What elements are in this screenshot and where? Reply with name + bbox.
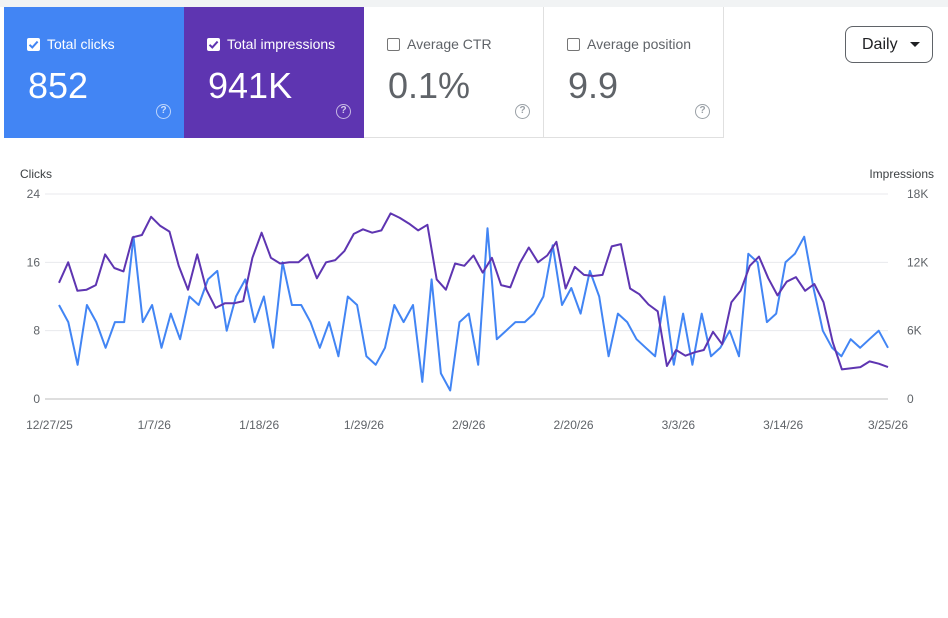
metric-value: 852	[28, 65, 89, 106]
x-tick-label: 3/3/26	[662, 418, 696, 432]
help-circle-icon[interactable]: ?	[156, 104, 171, 119]
y-left-tick-label: 0	[33, 392, 40, 406]
y-right-tick-label: 18K	[907, 187, 928, 201]
help-circle-icon[interactable]: ?	[336, 104, 351, 119]
metric-value: 0.1%	[388, 65, 471, 106]
metric-value: 941K	[208, 65, 293, 106]
performance-panel: Total clicks 852 ? Total impressions 941…	[4, 7, 948, 436]
help-circle-icon[interactable]: ?	[695, 104, 710, 119]
x-tick-label: 12/27/25	[26, 418, 73, 432]
x-tick-label: 2/9/26	[452, 418, 486, 432]
y-left-tick-label: 24	[27, 187, 41, 201]
top-strip	[0, 0, 948, 7]
y-left-axis-title: Clicks	[20, 167, 52, 181]
y-right-tick-label: 6K	[907, 324, 922, 338]
metric-label: Total impressions	[227, 36, 336, 52]
series-line-total-impressions	[58, 212, 889, 371]
x-tick-label: 1/7/26	[138, 418, 172, 432]
checkbox-unchecked-icon[interactable]	[567, 38, 580, 51]
checkbox-checked-icon[interactable]	[207, 38, 220, 51]
metric-label: Average CTR	[407, 36, 492, 52]
metric-card-average-ctr[interactable]: Average CTR 0.1% ?	[364, 7, 544, 138]
y-left-tick-label: 16	[27, 255, 41, 269]
checkbox-unchecked-icon[interactable]	[387, 38, 400, 51]
x-tick-label: 3/14/26	[763, 418, 803, 432]
granularity-dropdown[interactable]: Daily	[845, 26, 933, 63]
x-tick-label: 3/25/26	[868, 418, 908, 432]
help-circle-icon[interactable]: ?	[515, 104, 530, 119]
y-right-tick-label: 12K	[907, 255, 928, 269]
y-left-tick-label: 8	[33, 324, 40, 338]
performance-chart: 0 0 8 6K 16 12K 24 18K Clicks Impressions 12/27/25…	[20, 167, 934, 432]
y-right-tick-label: 0	[907, 392, 914, 406]
metric-card-total-clicks[interactable]: Total clicks 852 ?	[4, 7, 184, 138]
metric-label: Average position	[587, 36, 692, 52]
y-right-axis-title: Impressions	[869, 167, 934, 181]
metric-card-average-position[interactable]: Average position 9.9 ?	[544, 7, 724, 138]
series-line-total-clicks	[58, 227, 889, 392]
metric-label: Total clicks	[47, 36, 115, 52]
checkbox-checked-icon[interactable]	[27, 38, 40, 51]
granularity-selected: Daily	[862, 36, 898, 53]
x-tick-label: 1/29/26	[344, 418, 384, 432]
metric-card-total-impressions[interactable]: Total impressions 941K ?	[184, 7, 364, 138]
metric-cards: Total clicks 852 ? Total impressions 941…	[4, 7, 724, 138]
caret-down-icon	[910, 42, 920, 47]
x-tick-label: 1/18/26	[239, 418, 279, 432]
metric-value: 9.9	[568, 65, 619, 106]
x-tick-label: 2/20/26	[554, 418, 594, 432]
